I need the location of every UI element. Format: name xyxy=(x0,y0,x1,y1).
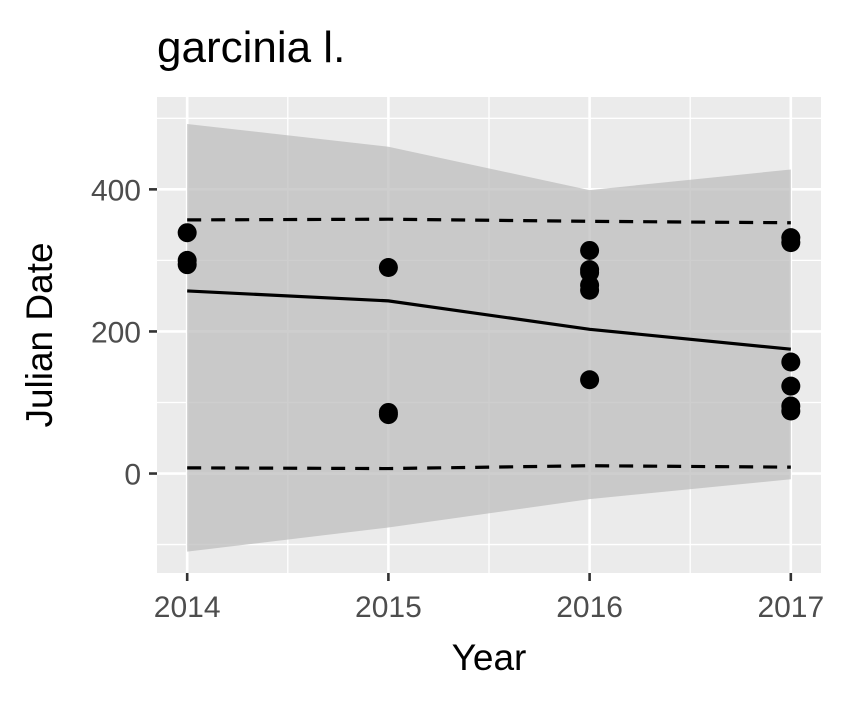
data-point xyxy=(177,223,197,243)
fit-lines-layer xyxy=(187,217,791,471)
y-tick-label: 200 xyxy=(91,316,141,349)
lower-dashed-line xyxy=(187,464,791,471)
data-point xyxy=(177,255,197,275)
y-tick-label: 400 xyxy=(91,174,141,207)
data-point xyxy=(378,258,398,278)
points-layer xyxy=(177,223,801,425)
x-tick-label: 2016 xyxy=(556,591,623,624)
data-point xyxy=(781,352,801,372)
x-tick-label: 2015 xyxy=(355,591,422,624)
chart-title: garcinia l. xyxy=(157,23,345,72)
data-point xyxy=(580,240,600,260)
x-tick-label: 2017 xyxy=(757,591,824,624)
data-point xyxy=(781,233,801,253)
confidence-band-layer xyxy=(187,123,791,552)
data-point xyxy=(378,405,398,425)
data-point xyxy=(781,376,801,396)
axes-layer: 2014 2015 2016 2017 0 200 400 xyxy=(91,174,824,624)
fit-line xyxy=(187,289,791,351)
upper-dashed-line xyxy=(187,217,791,225)
y-axis-title: Julian Date xyxy=(19,242,60,427)
confidence-band xyxy=(187,123,791,552)
data-point xyxy=(580,280,600,300)
data-point xyxy=(781,401,801,421)
data-point xyxy=(580,370,600,390)
x-tick-label: 2014 xyxy=(154,591,221,624)
y-tick-label: 0 xyxy=(124,459,141,492)
x-axis-title: Year xyxy=(452,637,527,678)
